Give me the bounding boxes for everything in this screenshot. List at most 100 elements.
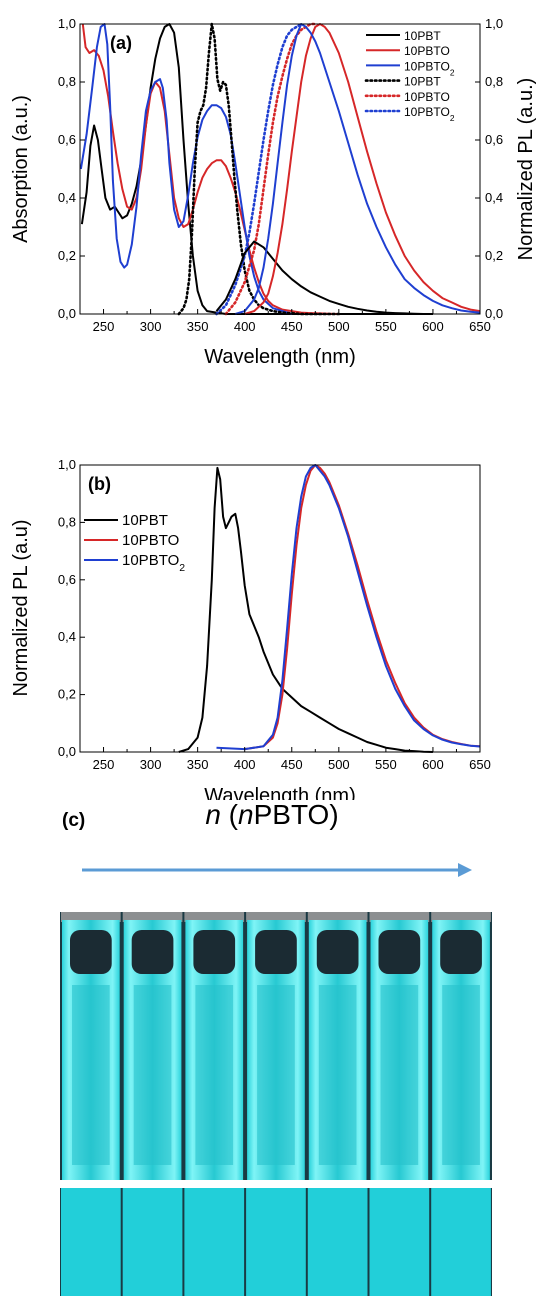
a-series-line-8 <box>235 23 481 315</box>
b-y-tick-label: 0,8 <box>58 514 76 529</box>
a-series-line-6 <box>215 240 433 315</box>
chart-b-xlabel: Wavelength (nm) <box>204 785 356 800</box>
chart-a-ylabel: Absorption (a.u.) <box>10 95 32 243</box>
a-y2-tick-label: 0,8 <box>485 74 503 89</box>
photo-title: n (nPBTO) <box>205 799 338 830</box>
cuvette-swatch <box>61 1188 121 1296</box>
a-legend-label: 10PBT <box>404 29 441 43</box>
b-series-line-0 <box>178 466 433 753</box>
a-x-tick-label: 500 <box>328 319 350 334</box>
a-x-tick-label: 550 <box>375 319 397 334</box>
a-x-tick-label: 450 <box>281 319 303 334</box>
a-x-tick-label: 250 <box>93 319 115 334</box>
a-y2-tick-label: 0,0 <box>485 306 503 321</box>
cuvette-swatch <box>307 1188 368 1296</box>
a-legend-label: 10PBTO2 <box>404 59 455 77</box>
a-y-tick-label: 0,4 <box>58 190 76 205</box>
cuvette-inner <box>318 985 357 1165</box>
a-y2-tick-label: 1,0 <box>485 16 503 31</box>
chart-b-panel-label: (b) <box>88 474 111 494</box>
cuvette-inner <box>380 985 419 1165</box>
a-y-tick-label: 0,8 <box>58 74 76 89</box>
b-y-tick-label: 0,6 <box>58 572 76 587</box>
chart-a-panel-label: (a) <box>110 33 132 53</box>
chart-b-ticks: 250 300 350 400 450 500 550 600 650 0,0 0,2 0,4 0,6 0… <box>58 457 491 772</box>
cuvette-meniscus <box>378 930 421 974</box>
a-series-line-2 <box>79 23 293 315</box>
cuvette-cap <box>431 912 491 922</box>
chart-b: 250 300 350 400 450 500 550 600 650 0,0 0,2 0,4 0,6 0… <box>10 457 491 800</box>
photo-title-rest: PBTO) <box>254 799 339 830</box>
a-y-tick-label: 1,0 <box>58 16 76 31</box>
cuvette-inner <box>257 985 295 1165</box>
cuvette-meniscus <box>70 930 112 974</box>
b-y-tick-label: 0,2 <box>58 687 76 702</box>
a-y2-tick-label: 0,4 <box>485 190 503 205</box>
b-x-tick-label: 650 <box>469 757 491 772</box>
a-y2-tick-label: 0,2 <box>485 248 503 263</box>
cuvette-swatch <box>184 1188 245 1296</box>
cuvette-meniscus <box>316 930 359 974</box>
chart-a-plot-frame <box>79 23 481 315</box>
cuvette-row <box>60 912 492 1296</box>
cuvette-swatch <box>246 1188 306 1296</box>
b-x-tick-label: 350 <box>187 757 209 772</box>
a-series-line-0 <box>80 23 433 315</box>
a-legend-label: 10PBTO <box>404 90 450 104</box>
a-x-tick-label: 300 <box>140 319 162 334</box>
a-x-tick-label: 350 <box>187 319 209 334</box>
b-y-tick-label: 0,4 <box>58 629 76 644</box>
arrow-head <box>458 863 472 877</box>
arrow-right-icon <box>82 863 472 877</box>
cuvette-swatch <box>122 1188 183 1296</box>
b-x-tick-label: 550 <box>375 757 397 772</box>
b-y-tick-label: 1,0 <box>58 457 76 472</box>
chart-b-legend: 10PBT 10PBTO 10PBTO2 <box>84 512 185 574</box>
cuvette-inner <box>442 985 480 1165</box>
b-x-tick-label: 300 <box>140 757 162 772</box>
photo-title-open: ( <box>221 799 239 830</box>
a-y-tick-label: 0,6 <box>58 132 76 147</box>
photo-title-n2: n <box>238 799 254 830</box>
a-x-tick-label: 400 <box>234 319 256 334</box>
b-legend-label: 10PBTO2 <box>122 552 185 574</box>
cuvette-swatch <box>431 1188 491 1296</box>
chart-b-plot-frame <box>79 464 481 753</box>
chart-a-series <box>79 22 481 316</box>
a-series-line-4 <box>224 22 317 316</box>
b-y-tick-label: 0,0 <box>58 744 76 759</box>
a-legend-label: 10PBT <box>404 75 441 89</box>
a-legend-label: 10PBTO2 <box>404 105 455 123</box>
a-series-line-5 <box>215 22 303 316</box>
a-y-tick-label: 0,2 <box>58 248 76 263</box>
a-y2-tick-label: 0,6 <box>485 132 503 147</box>
chart-a-y2label: Normalized PL (a.u.) <box>515 78 537 261</box>
cuvette-inner <box>133 985 172 1165</box>
cuvette-cap <box>307 912 368 922</box>
chart-b-series <box>178 464 481 753</box>
cuvette-inner <box>195 985 234 1165</box>
a-series-line-1 <box>81 23 339 315</box>
cuvette-meniscus <box>440 930 482 974</box>
b-x-tick-label: 450 <box>281 757 303 772</box>
cuvette-meniscus <box>255 930 297 974</box>
a-x-tick-label: 600 <box>422 319 444 334</box>
photo-panel-label: (c) <box>62 810 85 831</box>
cuvette-meniscus <box>131 930 174 974</box>
chart-a-xlabel: Wavelength (nm) <box>204 346 356 368</box>
a-series-line-3 <box>177 22 341 316</box>
photo-panel: (c) n (nPBTO) <box>60 799 492 1296</box>
a-legend-label: 10PBTO <box>404 44 450 58</box>
photo-title-n: n <box>205 799 221 830</box>
a-x-tick-label: 650 <box>469 319 491 334</box>
cuvette-swatch <box>369 1188 430 1296</box>
b-legend-label: 10PBT <box>122 512 168 529</box>
cuvette-meniscus <box>193 930 236 974</box>
cuvette-cap <box>122 912 183 922</box>
b-series-line-2 <box>216 464 481 751</box>
cuvette-inner <box>72 985 110 1165</box>
cuvette-cap <box>246 912 306 922</box>
